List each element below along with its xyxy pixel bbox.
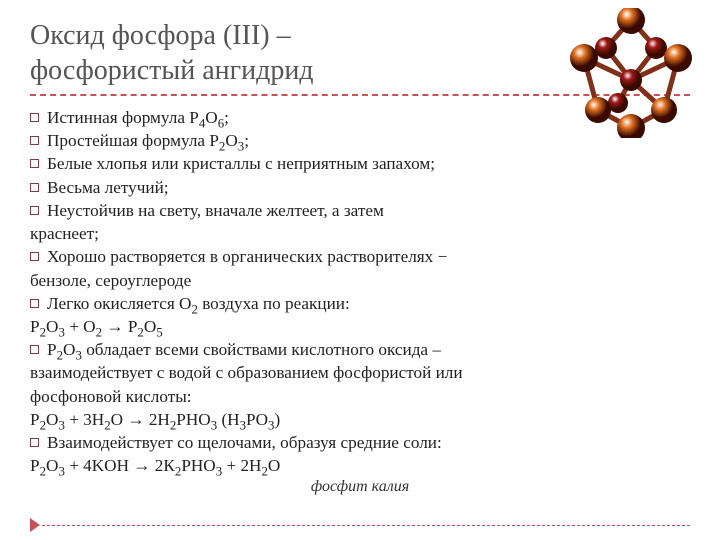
line-text: P2O3 + 3H2O → 2H2PHO3 (H3PO3): [30, 410, 280, 429]
bullet-square-icon: [30, 252, 39, 261]
bullet-square-icon: [30, 113, 39, 122]
line-text: P2O3 + 4KOH → 2К2PHO3 + 2H2O: [30, 456, 280, 475]
content-line: бензоле, сероуглероде: [30, 269, 690, 292]
line-text: P2O3 + O2 → P2O5: [30, 317, 163, 336]
bullet-square-icon: [30, 438, 39, 447]
content-line: P2O3 + 4KOH → 2К2PHO3 + 2H2O: [30, 454, 690, 477]
content-line: Белые хлопья или кристаллы с неприятным …: [30, 152, 690, 175]
footer-line: [42, 525, 690, 526]
line-text: Простейшая формула P2O3;: [47, 131, 249, 150]
molecule-diagram: [566, 8, 696, 138]
line-text: Весьма летучий;: [47, 178, 169, 197]
content-line: Хорошо растворяется в органических раств…: [30, 245, 690, 268]
content-line: Легко окисляется O2 воздуха по реакции:: [30, 292, 690, 315]
bullet-square-icon: [30, 345, 39, 354]
content-line: P2O3 + 3H2O → 2H2PHO3 (H3PO3): [30, 408, 690, 431]
line-text: Неустойчив на свету, вначале желтеет, а …: [47, 201, 384, 220]
bullet-square-icon: [30, 183, 39, 192]
content-line: Взаимодействует со щелочами, образуя сре…: [30, 431, 690, 454]
bullet-square-icon: [30, 299, 39, 308]
bullet-square-icon: [30, 206, 39, 215]
content-line: взаимодействует с водой с образованием ф…: [30, 361, 690, 384]
bullet-square-icon: [30, 136, 39, 145]
content-body: Истинная формула P4O6; Простейшая формула…: [30, 106, 690, 478]
content-line: P2O3 обладает всеми свойствами кислотног…: [30, 338, 690, 361]
line-text: фосфоновой кислоты:: [30, 387, 192, 406]
footer-marker-icon: [30, 518, 40, 532]
line-text: P2O3 обладает всеми свойствами кислотног…: [47, 340, 441, 359]
line-text: Легко окисляется O2 воздуха по реакции:: [47, 294, 350, 313]
footnote: фосфит калия: [30, 478, 690, 496]
bullet-square-icon: [30, 159, 39, 168]
content-line: P2O3 + O2 → P2O5: [30, 315, 690, 338]
slide: Оксид фосфора (III) – фосфористый ангидр…: [0, 0, 720, 540]
content-line: Неустойчив на свету, вначале желтеет, а …: [30, 199, 690, 222]
title-line-2: фосфористый ангидрид: [30, 55, 314, 86]
line-text: краснеет;: [30, 224, 99, 243]
title-line-1: Оксид фосфора (III) –: [30, 20, 291, 51]
line-text: Хорошо растворяется в органических раств…: [47, 247, 447, 266]
content-line: фосфоновой кислоты:: [30, 385, 690, 408]
line-text: Истинная формула P4O6;: [47, 108, 229, 127]
line-text: бензоле, сероуглероде: [30, 271, 191, 290]
content-line: краснеет;: [30, 222, 690, 245]
content-line: Весьма летучий;: [30, 176, 690, 199]
line-text: Белые хлопья или кристаллы с неприятным …: [47, 154, 435, 173]
line-text: взаимодействует с водой с образованием ф…: [30, 363, 463, 382]
line-text: Взаимодействует со щелочами, образуя сре…: [47, 433, 442, 452]
